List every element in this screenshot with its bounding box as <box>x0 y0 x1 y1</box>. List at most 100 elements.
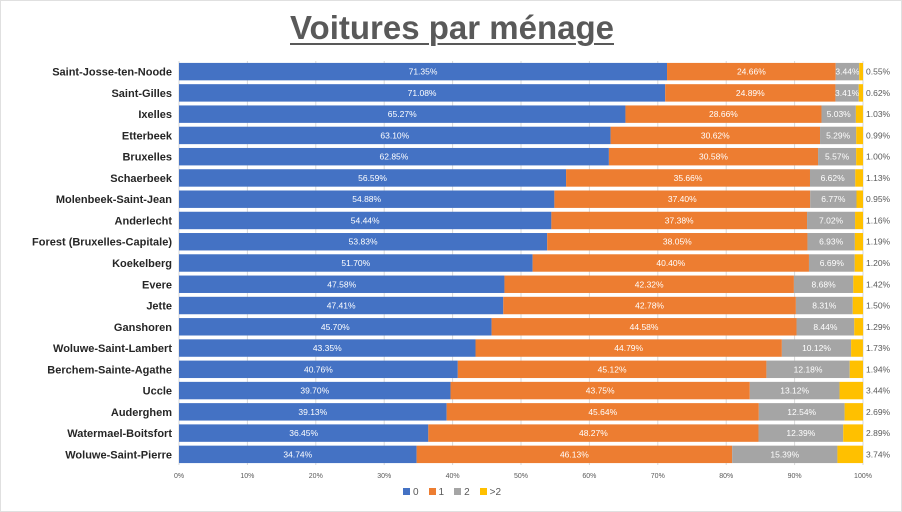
legend: 0 1 2 >2 <box>1 487 901 498</box>
legend-swatch <box>402 488 410 495</box>
data-label: 1.03% <box>866 109 891 119</box>
category-label: Etterbeek <box>122 130 173 142</box>
data-label: 47.41% <box>327 301 356 311</box>
data-label: 8.44% <box>813 322 838 332</box>
data-label: 1.13% <box>866 173 891 183</box>
x-tick-label: 40% <box>446 473 460 480</box>
data-label: 1.19% <box>866 237 891 247</box>
category-label: Saint-Gilles <box>111 88 172 100</box>
legend-swatch <box>428 488 436 495</box>
data-label: 8.31% <box>812 301 837 311</box>
bar-segment <box>795 296 853 315</box>
bar-segment <box>758 403 845 421</box>
bar-segment <box>807 211 856 230</box>
data-label: 63.10% <box>380 130 409 140</box>
category-label: Woluwe-Saint-Pierre <box>65 449 172 461</box>
category-label: Berchem-Sainte-Agathe <box>47 364 172 376</box>
data-label: 54.88% <box>352 194 381 204</box>
data-label: 42.78% <box>635 301 664 311</box>
data-label: 1.42% <box>866 279 891 289</box>
bar-segment <box>665 84 836 102</box>
data-label: 30.58% <box>699 152 728 162</box>
legend-item: >2 <box>479 487 502 498</box>
bar-segment <box>179 403 447 421</box>
data-label: 36.45% <box>289 428 318 438</box>
data-label: 24.89% <box>736 88 765 98</box>
x-tick-label: 90% <box>788 473 802 480</box>
chart-title: Voitures par ménage <box>290 9 614 46</box>
x-tick-label: 70% <box>651 473 665 480</box>
bar-segment <box>854 254 863 272</box>
data-label: 5.03% <box>827 109 852 119</box>
bar-segment <box>796 318 855 336</box>
data-label: 15.39% <box>770 449 799 459</box>
bar-segment <box>810 190 857 208</box>
category-label: Auderghem <box>111 407 172 419</box>
data-label: 45.70% <box>321 322 350 332</box>
data-label: 7.02% <box>819 215 844 225</box>
category-label: Molenbeek-Saint-Jean <box>56 194 172 206</box>
data-label: 3.41% <box>835 88 860 98</box>
data-label: 3.44% <box>866 386 891 396</box>
data-label: 3.44% <box>835 67 860 77</box>
data-label: 2.69% <box>866 407 891 417</box>
data-label: 8.68% <box>812 279 837 289</box>
bar-segment <box>667 62 836 81</box>
data-label: 43.75% <box>586 386 615 396</box>
bar-segment <box>551 211 808 230</box>
category-label: Evere <box>142 279 172 291</box>
bar-segment <box>732 445 838 464</box>
bar-segment <box>859 62 863 81</box>
x-tick-label: 100% <box>854 473 872 480</box>
legend-label: >2 <box>489 487 502 498</box>
data-label: 1.00% <box>866 152 891 162</box>
data-label: 0.55% <box>866 67 891 77</box>
category-label: Koekelberg <box>112 258 172 270</box>
data-label: 51.70% <box>341 258 370 268</box>
bar-segment <box>855 105 863 123</box>
data-label: 0.95% <box>866 194 891 204</box>
bar-segment <box>625 105 822 123</box>
category-label: Watermael-Boitsfort <box>67 428 172 440</box>
legend-item: 1 <box>428 487 445 498</box>
bar-segment <box>566 169 810 187</box>
data-label: 71.35% <box>409 67 438 77</box>
bar-segment <box>820 126 857 145</box>
data-label: 13.12% <box>780 386 809 396</box>
bar-segment <box>843 424 863 442</box>
category-label: Ganshoren <box>114 322 172 334</box>
legend-label: 2 <box>464 487 470 498</box>
bar-segment <box>179 84 666 102</box>
bar-segment <box>179 381 451 400</box>
bar-segment <box>853 275 863 293</box>
bar-segment <box>856 126 863 145</box>
bar-segment <box>450 381 750 400</box>
legend-item: 0 <box>402 487 419 498</box>
bar-segment <box>532 254 809 272</box>
data-label: 1.94% <box>866 364 891 374</box>
data-label: 37.38% <box>665 215 694 225</box>
data-label: 42.32% <box>635 279 664 289</box>
data-label: 37.40% <box>668 194 697 204</box>
bar-segment <box>849 360 863 379</box>
data-label: 35.66% <box>674 173 703 183</box>
bar-segment <box>475 339 782 357</box>
bar-segment <box>807 233 855 251</box>
legend-label: 1 <box>438 487 445 498</box>
bar-segment <box>179 62 668 81</box>
bar-segment <box>608 147 819 166</box>
x-tick-label: 10% <box>240 473 254 480</box>
bar-segment <box>416 445 733 464</box>
data-label: 1.50% <box>866 301 891 311</box>
bar-segment <box>179 360 458 379</box>
bar-segment <box>851 339 863 357</box>
data-label: 43.35% <box>313 343 342 353</box>
data-label: 38.05% <box>663 237 692 247</box>
bar-segment <box>504 275 794 293</box>
bar-segment <box>179 147 609 166</box>
data-label: 24.66% <box>737 67 766 77</box>
bar-segment <box>854 233 863 251</box>
data-label: 6.93% <box>819 237 844 247</box>
bar-segment <box>179 296 504 315</box>
